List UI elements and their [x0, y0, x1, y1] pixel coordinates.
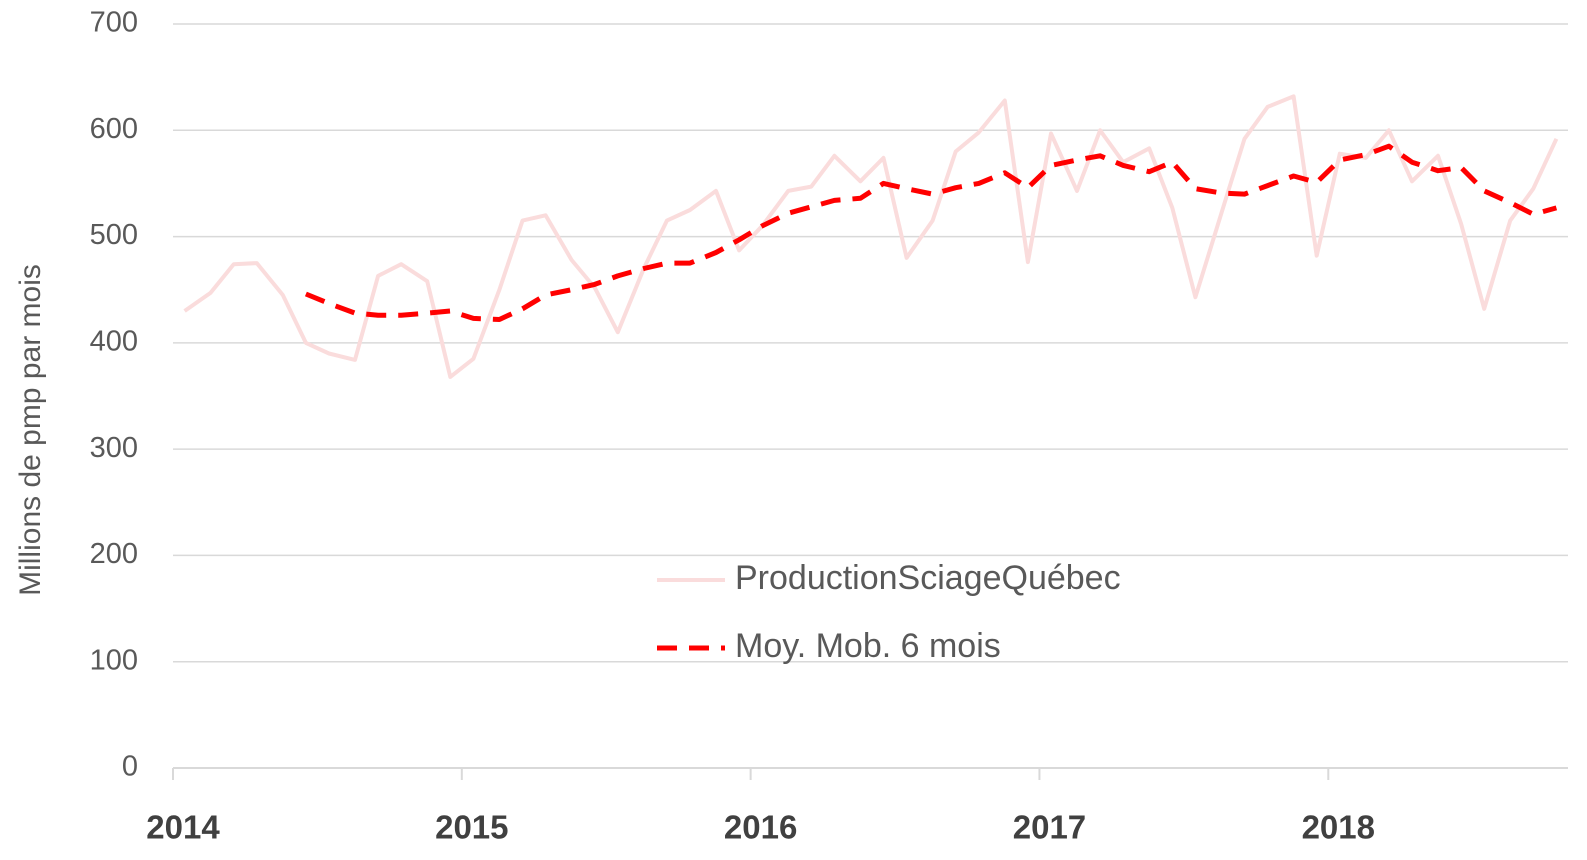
y-tick-label: 500 — [90, 219, 138, 251]
y-axis-label: Millions de pmp par mois — [14, 264, 47, 596]
y-tick-label: 200 — [90, 538, 138, 570]
line-series — [183, 94, 1559, 379]
y-tick-label: 600 — [90, 113, 138, 145]
y-tick-label: 300 — [90, 432, 138, 464]
legend-label: ProductionSciageQuébec — [735, 559, 1121, 597]
y-tick-label: 400 — [90, 326, 138, 358]
y-tick-label: 700 — [90, 7, 138, 39]
x-tick-label: 2014 — [146, 809, 220, 846]
line-series — [304, 143, 1558, 322]
legend-label: Moy. Mob. 6 mois — [735, 627, 1001, 665]
x-tick-label: 2018 — [1302, 809, 1375, 846]
x-tick-label: 2017 — [1013, 809, 1086, 846]
y-tick-label: 0 — [122, 751, 138, 783]
x-tick-label: 2015 — [435, 809, 508, 846]
y-tick-label: 100 — [90, 644, 138, 676]
x-tick-label: 2016 — [724, 809, 797, 846]
